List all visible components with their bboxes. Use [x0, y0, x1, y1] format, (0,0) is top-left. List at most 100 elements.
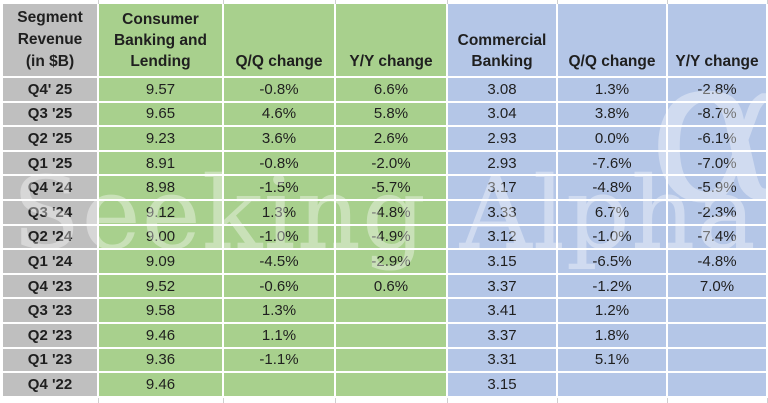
data-cell: -4.8%: [336, 200, 448, 226]
bottom-edge-cell: [668, 397, 768, 403]
data-cell: 8.98: [99, 176, 224, 201]
data-cell: [668, 348, 768, 374]
column-header: Q/Q change: [224, 4, 336, 78]
data-cell: -1.0%: [558, 225, 668, 251]
data-cell: [668, 323, 768, 349]
top-edge-cell: [558, 0, 668, 4]
bottom-edge-cell: [558, 397, 668, 403]
data-cell: 1.3%: [224, 200, 336, 226]
data-cell: 3.37: [448, 274, 558, 300]
data-cell: 9.58: [99, 299, 224, 324]
bottom-edge-cell: [99, 397, 224, 403]
data-cell: 3.37: [448, 323, 558, 349]
row-label: Q2 '24: [3, 225, 99, 251]
data-cell: 9.36: [99, 348, 224, 374]
data-cell: 3.08: [448, 78, 558, 103]
bottom-edge-cell: [448, 397, 558, 403]
data-cell: [336, 323, 448, 349]
corner-header: Segment Revenue (in $B): [3, 4, 99, 78]
data-cell: [668, 299, 768, 324]
row-label: Q3 '23: [3, 299, 99, 324]
data-cell: 6.6%: [336, 78, 448, 103]
bottom-edge-cell: [336, 397, 448, 403]
data-cell: -2.0%: [336, 151, 448, 177]
data-cell: -4.9%: [336, 225, 448, 251]
data-cell: 3.17: [448, 176, 558, 201]
data-cell: 2.93: [448, 151, 558, 177]
data-cell: -8.7%: [668, 102, 768, 128]
data-cell: 9.57: [99, 78, 224, 103]
data-cell: 9.00: [99, 225, 224, 251]
data-cell: 3.6%: [224, 127, 336, 152]
data-cell: -1.2%: [558, 274, 668, 300]
row-label: Q1 '25: [3, 151, 99, 177]
data-cell: 9.12: [99, 200, 224, 226]
data-cell: [224, 373, 336, 398]
data-cell: 1.8%: [558, 323, 668, 349]
data-cell: [336, 299, 448, 324]
data-cell: -1.1%: [224, 348, 336, 374]
column-header: Q/Q change: [558, 4, 668, 78]
data-cell: 9.23: [99, 127, 224, 152]
row-label: Q4 '23: [3, 274, 99, 300]
data-cell: 3.8%: [558, 102, 668, 128]
data-cell: 9.46: [99, 323, 224, 349]
data-cell: -7.0%: [668, 151, 768, 177]
top-edge-cell: [336, 0, 448, 4]
data-cell: 9.65: [99, 102, 224, 128]
data-cell: -0.8%: [224, 151, 336, 177]
data-cell: -2.3%: [668, 200, 768, 226]
data-cell: -7.4%: [668, 225, 768, 251]
row-label: Q4' 25: [3, 78, 99, 103]
revenue-table: Segment Revenue (in $B) Consumer Banking …: [3, 0, 768, 403]
row-label: Q4 '22: [3, 373, 99, 398]
data-cell: 3.15: [448, 250, 558, 275]
data-cell: -2.9%: [336, 250, 448, 275]
bottom-edge-cell: [3, 397, 99, 403]
data-cell: -0.6%: [224, 274, 336, 300]
data-cell: [558, 373, 668, 398]
data-cell: -4.8%: [558, 176, 668, 201]
data-cell: -1.5%: [224, 176, 336, 201]
data-cell: [668, 373, 768, 398]
data-cell: 3.04: [448, 102, 558, 128]
data-cell: 7.0%: [668, 274, 768, 300]
data-cell: -6.1%: [668, 127, 768, 152]
top-edge-cell: [448, 0, 558, 4]
data-cell: -5.9%: [668, 176, 768, 201]
column-header: Commercial Banking: [448, 4, 558, 78]
data-cell: -2.8%: [668, 78, 768, 103]
row-label: Q4 '24: [3, 176, 99, 201]
row-label: Q3 '25: [3, 102, 99, 128]
data-cell: 5.8%: [336, 102, 448, 128]
data-cell: 9.09: [99, 250, 224, 275]
bottom-edge-cell: [224, 397, 336, 403]
data-cell: -4.5%: [224, 250, 336, 275]
data-cell: 4.6%: [224, 102, 336, 128]
top-edge-cell: [99, 0, 224, 4]
data-cell: 3.15: [448, 373, 558, 398]
data-cell: 1.3%: [558, 78, 668, 103]
data-cell: 8.91: [99, 151, 224, 177]
data-cell: 1.2%: [558, 299, 668, 324]
row-label: Q2 '25: [3, 127, 99, 152]
data-cell: 2.6%: [336, 127, 448, 152]
row-label: Q3 '24: [3, 200, 99, 226]
top-edge-cell: [224, 0, 336, 4]
data-cell: 1.3%: [224, 299, 336, 324]
data-cell: 0.6%: [336, 274, 448, 300]
data-cell: 6.7%: [558, 200, 668, 226]
column-header: Y/Y change: [336, 4, 448, 78]
column-header: Consumer Banking and Lending: [99, 4, 224, 78]
data-cell: -7.6%: [558, 151, 668, 177]
data-cell: -5.7%: [336, 176, 448, 201]
data-cell: 3.33: [448, 200, 558, 226]
data-cell: -6.5%: [558, 250, 668, 275]
top-edge-cell: [3, 0, 99, 4]
data-cell: [336, 373, 448, 398]
data-cell: 1.1%: [224, 323, 336, 349]
column-header: Y/Y change: [668, 4, 768, 78]
data-cell: 9.52: [99, 274, 224, 300]
data-cell: 3.31: [448, 348, 558, 374]
